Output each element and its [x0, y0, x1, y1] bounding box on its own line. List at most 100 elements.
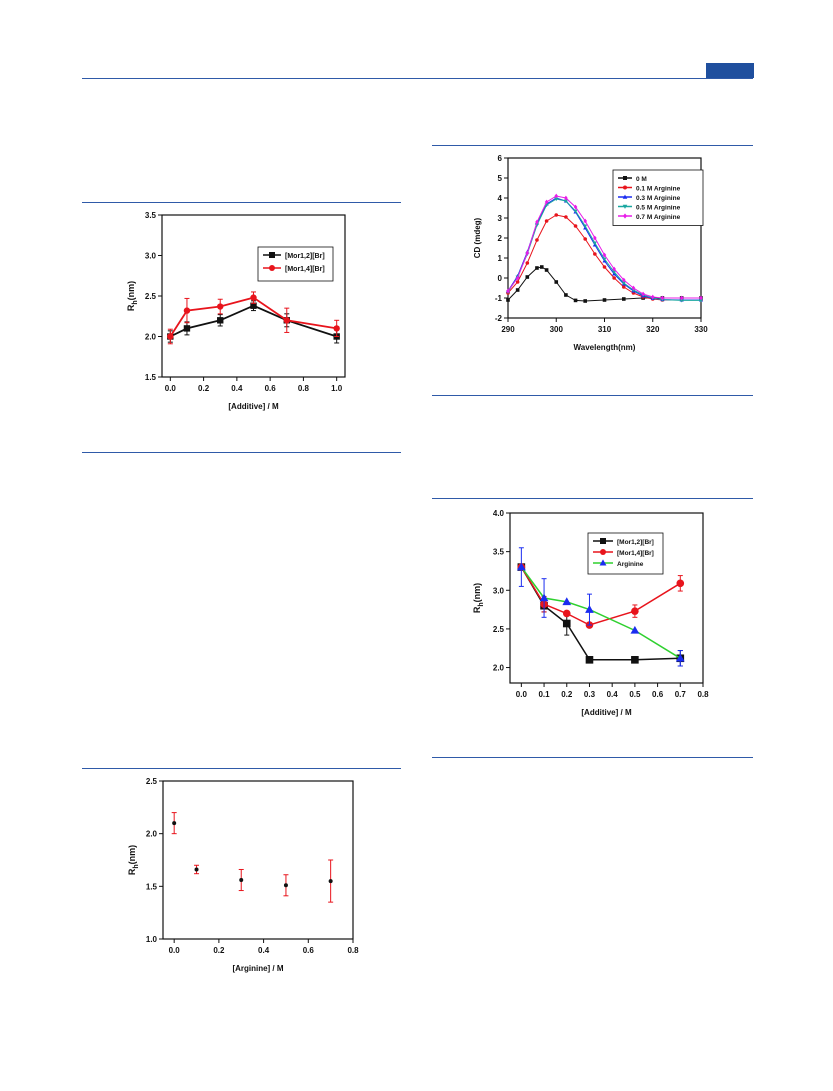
y-tick-label: 2.0 [145, 333, 157, 342]
data-point [554, 197, 559, 202]
plot-frame [509, 512, 704, 684]
data-point [676, 579, 685, 588]
data-point [583, 224, 588, 229]
x-axis-label: [Additive] / M [581, 708, 632, 717]
y-tick-label: 5 [498, 174, 503, 183]
x-tick-label: 320 [646, 325, 660, 334]
legend-label: 0.5 M Arginine [636, 205, 681, 212]
data-point [622, 277, 626, 283]
data-point [217, 317, 224, 324]
x-tick-label: 290 [501, 325, 515, 334]
legend-marker [600, 538, 606, 544]
data-point [630, 625, 640, 634]
y-tick-label: 0 [498, 274, 503, 283]
data-point [602, 257, 607, 262]
legend-label: 0 M [636, 176, 647, 183]
data-point [562, 609, 571, 618]
data-point [583, 218, 587, 224]
y-tick-label: 1.5 [146, 882, 158, 891]
data-point [535, 266, 539, 270]
rh-vs-additive-chart: 0.0 0.2 0.4 0.6 0.8 1.0 1.5 2.0 2.5 3.0 3.5 [Additi… [126, 211, 346, 411]
data-point [564, 293, 568, 297]
y-tick-label: 2.0 [146, 830, 158, 839]
data-point [564, 195, 568, 201]
data-point [194, 867, 199, 872]
legend-marker [622, 194, 628, 199]
data-point [612, 276, 616, 280]
legend-label: 0.1 M Arginine [636, 186, 681, 193]
legend-marker [622, 204, 628, 209]
x-tick-label: 1.0 [331, 384, 343, 393]
right-rule-2 [432, 395, 753, 396]
y-tick-label: 2.0 [493, 664, 505, 673]
data-point [698, 298, 704, 303]
x-tick-label: 330 [694, 325, 708, 334]
right-rule-3 [432, 498, 753, 499]
data-point [515, 288, 520, 292]
x-tick-label: 0.7 [675, 690, 687, 699]
y-axis-label-tail: (nm) [472, 583, 482, 603]
data-point [585, 656, 594, 664]
legend-label: 0.7 M Arginine [636, 214, 681, 221]
header-rule [82, 78, 753, 79]
legend-marker [269, 265, 275, 271]
data-point [562, 597, 572, 606]
data-point [525, 250, 530, 256]
data-point [506, 298, 510, 302]
legend-label: [Mor1,2][Br] [617, 539, 654, 546]
x-tick-label: 300 [550, 325, 564, 334]
data-point [183, 325, 191, 332]
left-rule-1 [82, 202, 401, 203]
y-axis-label-text: Rh(nm) [472, 583, 485, 613]
data-point [506, 288, 510, 294]
x-axis-label: [Arginine] / M [232, 964, 283, 973]
data-point [250, 302, 257, 309]
data-point [217, 303, 224, 310]
data-point [525, 261, 530, 265]
y-axis-label: Rh(nm) [127, 845, 140, 875]
data-point [283, 883, 288, 888]
y-tick-label: 6 [498, 154, 503, 163]
series-line [520, 566, 681, 626]
x-tick-label: 0.8 [298, 384, 310, 393]
x-tick-label: 0.8 [697, 690, 709, 699]
data-point [544, 199, 549, 205]
x-tick-label: 0.2 [198, 384, 210, 393]
cd-spectrum-chart: 290 300 310 320 330 -2 -1 0 1 2 3 4 5 6 Wavelength(nm)… [473, 154, 708, 352]
data-point [573, 224, 578, 228]
data-point [328, 879, 333, 884]
data-point [593, 235, 597, 241]
y-tick-label: -1 [495, 294, 503, 303]
data-point [660, 295, 665, 301]
y-axis-label-text: Rh(nm) [127, 845, 140, 875]
y-tick-label: 1 [498, 254, 503, 263]
x-tick-label: 0.2 [213, 946, 225, 955]
x-tick-label: 0.5 [629, 690, 641, 699]
x-tick-label: 0.6 [265, 384, 277, 393]
data-point [621, 281, 626, 286]
x-tick-label: 0.3 [584, 690, 596, 699]
y-tick-label: 2 [498, 234, 503, 243]
y-tick-label: 2.5 [493, 625, 505, 634]
data-point [612, 270, 617, 275]
data-point [172, 821, 177, 826]
y-tick-label: 3.5 [145, 211, 157, 220]
legend-marker [623, 213, 627, 219]
legend-label: Arginine [617, 561, 644, 568]
x-tick-label: 0.8 [347, 946, 359, 955]
series-line [507, 266, 701, 302]
legend-marker [623, 185, 627, 190]
legend-marker [269, 252, 275, 258]
data-point [679, 295, 684, 301]
x-tick-label: 0.4 [607, 690, 619, 699]
left-rule-3 [82, 768, 401, 769]
y-tick-label: 3 [498, 214, 503, 223]
data-point [554, 213, 559, 217]
data-point [515, 275, 520, 281]
y-tick-label: 2.5 [145, 292, 157, 301]
plot-frame [162, 780, 354, 940]
series-line [169, 296, 337, 337]
data-point [583, 299, 587, 303]
x-axis-label: Wavelength(nm) [574, 343, 636, 352]
legend-label: [Mor1,4][Br] [285, 266, 325, 273]
